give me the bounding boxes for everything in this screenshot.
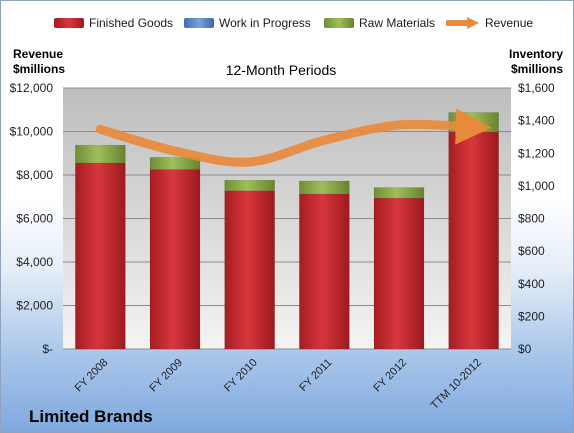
x-axis-ticks: FY 2008 FY 2009 FY 2010 FY 2011 FY 2012 TTM 1… (73, 357, 484, 412)
x-tick-label: TTM 10-2012 (429, 357, 484, 412)
left-tick-label: $2,000 (16, 299, 53, 313)
bar-raw-materials (373, 187, 425, 199)
x-tick-label: FY 2012 (371, 357, 409, 395)
left-axis-ticks: $- $2,000 $4,000 $6,000 $8,000 $10,000 $12,000 (10, 81, 54, 356)
chart-title: 12-Month Periods (225, 62, 337, 78)
legend-label-raw-materials: Raw Materials (359, 16, 436, 30)
legend-label-work-in-progress: Work in Progress (219, 16, 311, 30)
legend: Finished Goods Work in Progress Raw Mate… (1, 16, 573, 34)
left-tick-label: $10,000 (10, 125, 54, 139)
bar-finished-goods (149, 169, 201, 350)
left-tick-label: $12,000 (10, 81, 54, 95)
left-axis-title: Revenue $millions (13, 47, 65, 77)
right-axis-ticks: $0 $200 $400 $600 $800 $1,000 $1,200 $1,400 $1,6… (518, 81, 555, 356)
left-tick-label: $6,000 (16, 212, 53, 226)
left-axis-title-line1: Revenue (13, 47, 64, 61)
legend-swatch-work-in-progress (184, 18, 214, 28)
bar-raw-materials (299, 180, 350, 195)
right-axis-title-line2: $millions (511, 62, 564, 76)
company-name: Limited Brands (29, 407, 153, 426)
bar-finished-goods (448, 131, 499, 350)
right-tick-label: $0 (518, 342, 532, 356)
left-tick-label: $4,000 (16, 255, 53, 269)
x-tick-label: FY 2009 (147, 357, 185, 395)
legend-swatch-raw-materials (324, 18, 354, 28)
x-tick-label: FY 2008 (73, 357, 111, 395)
bar-finished-goods (373, 197, 425, 350)
legend-label-revenue: Revenue (485, 16, 534, 30)
revenue-line-path (95, 108, 492, 167)
right-tick-label: $600 (518, 244, 545, 258)
right-tick-label: $200 (518, 309, 545, 323)
legend-item-work-in-progress: Work in Progress (184, 16, 311, 30)
right-axis-title-line1: Inventory (509, 47, 564, 61)
x-tick-label: FY 2010 (222, 357, 260, 395)
bar-finished-goods (75, 162, 126, 350)
right-tick-label: $800 (518, 212, 545, 226)
right-tick-label: $1,600 (518, 81, 555, 95)
bar-raw-materials (149, 157, 201, 170)
right-tick-label: $1,200 (518, 146, 555, 160)
legend-swatch-revenue (446, 17, 479, 29)
right-axis-title: Inventory $millions (509, 47, 563, 77)
left-tick-label: $8,000 (16, 168, 53, 182)
legend-item-raw-materials: Raw Materials (324, 16, 435, 30)
bar-finished-goods (299, 193, 350, 350)
bar-raw-materials (224, 179, 275, 192)
left-axis-title-line2: $millions (13, 62, 66, 76)
revenue-line (95, 108, 492, 167)
bar-finished-goods (224, 190, 275, 350)
x-tick-label: FY 2011 (297, 357, 334, 394)
legend-swatch-finished-goods (54, 18, 84, 28)
right-tick-label: $400 (518, 277, 545, 291)
legend-item-revenue: Revenue (446, 16, 533, 30)
bar-raw-materials (75, 144, 126, 164)
right-tick-label: $1,000 (518, 179, 555, 193)
left-tick-label: $- (42, 342, 53, 356)
legend-label-finished-goods: Finished Goods (89, 16, 174, 30)
right-tick-label: $1,400 (518, 114, 555, 128)
gridlines (63, 87, 511, 350)
bar-series (75, 112, 499, 350)
legend-item-finished-goods: Finished Goods (54, 16, 173, 30)
